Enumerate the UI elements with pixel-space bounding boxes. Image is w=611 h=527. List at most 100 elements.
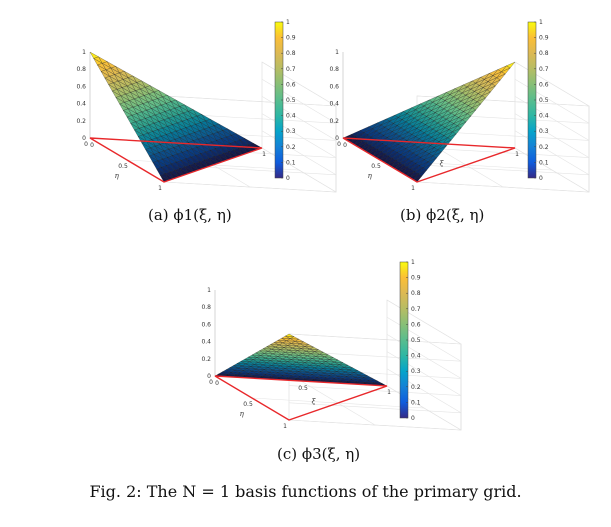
- x-tick-label: 0: [343, 142, 347, 149]
- domain-boundary: [89, 137, 263, 183]
- colorbar-tick-label: 1: [286, 19, 290, 26]
- colorbar-tick-label: 0.6: [286, 81, 296, 88]
- gridline-z: [288, 402, 462, 414]
- gridline-z: [416, 164, 590, 176]
- caption-b: (b) ϕ2(ξ, η): [400, 206, 484, 224]
- gridline-z: [514, 130, 590, 176]
- colorbar-tick-label: 0.7: [539, 66, 549, 73]
- y-tick-label: 1: [283, 423, 287, 430]
- colorbar-tick-label: 0.5: [411, 337, 421, 344]
- z-tick-label: 1: [335, 49, 339, 56]
- caption-a-text: (a) ϕ1(ξ, η): [148, 206, 232, 224]
- x-tick-label: 1: [515, 151, 519, 158]
- colorbar-tick-label: 0.2: [286, 144, 296, 151]
- domain-boundary: [342, 137, 516, 183]
- y-tick-label: 1: [158, 185, 162, 192]
- z-tick-label: 0: [82, 135, 86, 142]
- colorbar-tick-label: 0.1: [539, 159, 549, 166]
- y-axis-label: η: [240, 410, 245, 418]
- colorbar-tick-label: 0.6: [411, 321, 421, 328]
- colorbar-tick-label: 0.8: [286, 50, 296, 57]
- y-axis-label: η: [115, 172, 120, 180]
- gridline-floor: [163, 181, 337, 193]
- colorbar-tick-label: 0.5: [539, 97, 549, 104]
- colorbar-tick-label: 0.5: [286, 97, 296, 104]
- colorbar-tick-label: 0.9: [411, 275, 421, 282]
- colorbar-tick-label: 0.4: [286, 113, 296, 120]
- x-tick-label: 1: [262, 151, 266, 158]
- y-tick-label: 0.5: [243, 401, 253, 408]
- y-tick-label: 0: [209, 379, 213, 386]
- y-tick-label: 0: [84, 141, 88, 148]
- z-tick-label: 0.2: [329, 118, 339, 125]
- gridline-z: [261, 96, 337, 141]
- y-tick-label: 0: [337, 141, 341, 148]
- surface-plot-1: 00.20.40.60.8100.5100.51ξη00.10.20.30.40…: [76, 19, 337, 193]
- surface-plot-2: 0 0.2 0.4 0.6 0.8 1 0 0.5 1 0 0.5 1 ξ η 0 0.1 0.2 0.3 0.4 0…: [329, 19, 590, 193]
- colorbar-tick-label: 0.8: [411, 290, 421, 297]
- z-tick-label: 0.2: [201, 356, 211, 363]
- colorbar-tick-label: 0.3: [286, 128, 296, 135]
- gridline-z: [514, 78, 590, 124]
- z-tick-label: 0.4: [201, 339, 211, 346]
- colorbar-tick-label: 0.1: [286, 159, 296, 166]
- colorbar-tick-label: 0.2: [539, 144, 549, 151]
- gridline-floor: [261, 147, 337, 193]
- colorbar-tick-label: 0.3: [411, 368, 421, 375]
- domain-boundary: [214, 375, 388, 421]
- y-tick-label: 0.5: [118, 163, 128, 170]
- gridline-floor: [288, 419, 462, 431]
- z-tick-label: 1: [82, 49, 86, 56]
- y-tick-label: 1: [411, 185, 415, 192]
- caption-c-text: (c) ϕ3(ξ, η): [277, 445, 361, 463]
- colorbar-tick-label: 0.2: [411, 384, 421, 391]
- caption-c: (c) ϕ3(ξ, η): [277, 445, 360, 463]
- colorbar-tick-label: 0: [286, 175, 290, 182]
- z-tick-label: 0.2: [76, 118, 86, 125]
- gridline-floor: [514, 147, 590, 193]
- colorbar-tick-label: 0.9: [286, 35, 296, 42]
- z-tick-label: 0: [207, 373, 211, 380]
- y-axis-label: η: [368, 172, 373, 180]
- gridline-z: [261, 61, 337, 107]
- gridline-z: [386, 351, 462, 396]
- surface-mesh: [89, 51, 263, 183]
- gridline-z: [261, 78, 337, 124]
- colorbar-tick-label: 0.4: [539, 113, 549, 120]
- gridline-z: [386, 316, 462, 362]
- gridline-z: [288, 333, 462, 345]
- colorbar-tick-label: 0: [539, 175, 543, 182]
- z-tick-label: 0.6: [76, 83, 86, 90]
- gridline-z: [261, 130, 337, 176]
- z-tick-label: 0.4: [329, 101, 339, 108]
- figure-caption: Fig. 2: The N = 1 basis functions of the…: [89, 482, 522, 501]
- colorbar-tick-label: 0.4: [411, 353, 421, 360]
- x-tick-label: 0.5: [298, 385, 308, 392]
- colorbar-tick-label: 0.7: [411, 306, 421, 313]
- colorbar-tick-label: 0.7: [286, 66, 296, 73]
- colorbar-tick-label: 1: [539, 19, 543, 26]
- z-tick-label: 0.8: [201, 304, 211, 311]
- z-tick-label: 0: [335, 135, 339, 142]
- colorbar-tick-label: 0.9: [539, 35, 549, 42]
- gridline-floor: [386, 385, 462, 431]
- x-axis-label: ξ: [312, 398, 317, 406]
- surface-plot-3: 0 0.2 0.4 0.6 0.8 1 0 0.5 1 0 0.5 1 ξ η 0 0.1 0.2 0.3 0.4 0…: [201, 259, 462, 431]
- colorbar-tick-label: 0.3: [539, 128, 549, 135]
- caption-b-text: (b) ϕ2(ξ, η): [400, 206, 485, 224]
- x-tick-label: 0: [215, 380, 219, 387]
- z-tick-label: 0.8: [76, 66, 86, 73]
- x-tick-label: 0: [90, 142, 94, 149]
- z-tick-label: 1: [207, 287, 211, 294]
- surface-mesh: [214, 333, 388, 387]
- y-tick-label: 0.5: [371, 163, 381, 170]
- z-tick-label: 0.6: [201, 321, 211, 328]
- z-tick-label: 0.8: [329, 66, 339, 73]
- gridline-z: [386, 299, 462, 345]
- colorbar-tick-label: 0.6: [539, 81, 549, 88]
- colorbar-tick-label: 1: [411, 259, 415, 266]
- colorbar-tick-label: 0.8: [539, 50, 549, 57]
- gridline-z: [514, 61, 590, 107]
- gridline-z: [386, 368, 462, 414]
